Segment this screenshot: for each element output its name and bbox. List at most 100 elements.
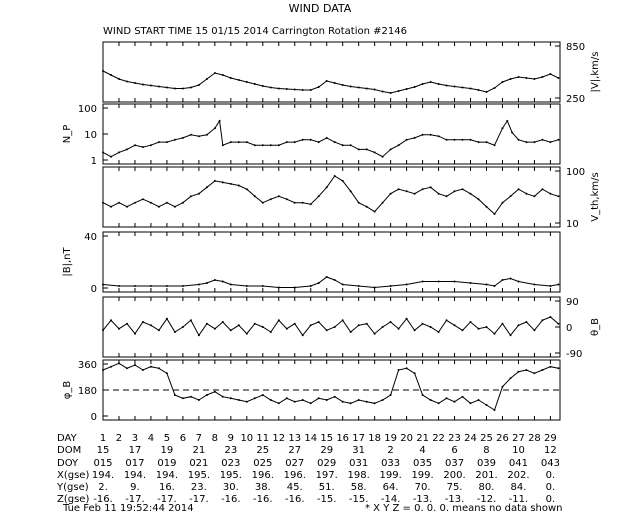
data-point (493, 87, 496, 89)
table-cell: 17 (129, 445, 142, 456)
data-point (381, 90, 384, 93)
table-cell: 17 (352, 433, 365, 444)
data-point (437, 402, 440, 405)
data-point (333, 395, 336, 398)
data-point (118, 362, 120, 365)
right-tick-label: -90 (566, 349, 582, 360)
data-point (197, 283, 200, 286)
left-tick-label: 10 (84, 130, 97, 141)
data-point (469, 402, 472, 405)
table-cell: 75. (447, 482, 463, 493)
data-point (557, 195, 560, 198)
table-cell: 201. (475, 470, 497, 481)
data-point (126, 367, 128, 370)
table-cell: 64. (383, 482, 399, 493)
data-point (485, 91, 488, 93)
data-point (349, 402, 352, 405)
data-point (557, 138, 560, 141)
data-point (381, 201, 384, 204)
data-point (397, 144, 400, 147)
data-point (453, 85, 456, 88)
table-cell: 26 (496, 433, 509, 444)
data-point (421, 83, 424, 85)
data-point (333, 141, 336, 144)
data-point (421, 188, 424, 191)
table-cell: 30. (223, 482, 239, 493)
data-point (469, 282, 472, 284)
table-cell: -15. (317, 494, 337, 505)
data-point (501, 127, 504, 130)
data-point (485, 141, 488, 144)
data-point (325, 80, 328, 82)
data-point (517, 280, 520, 283)
table-cell: 15 (320, 433, 333, 444)
data-point (493, 332, 496, 335)
left-tick-label: 1 (91, 156, 97, 167)
data-point (437, 135, 440, 138)
table-cell: 194. (92, 470, 114, 481)
data-point (213, 127, 216, 130)
data-point (189, 133, 192, 136)
data-point (445, 84, 448, 87)
table-cell: 27 (512, 433, 525, 444)
data-point (317, 282, 320, 284)
data-point (509, 78, 512, 80)
data-point (229, 182, 232, 185)
data-point (461, 329, 464, 332)
table-cell: 16. (159, 482, 175, 493)
data-point (485, 283, 488, 286)
data-point (453, 400, 456, 403)
data-point (277, 87, 280, 90)
data-point (541, 369, 544, 371)
data-point (181, 201, 184, 204)
table-cell: 194. (156, 470, 178, 481)
table-cell: 10 (512, 445, 525, 456)
data-point (549, 316, 552, 318)
data-point (181, 326, 184, 328)
table-cell: 015 (93, 458, 112, 469)
table-cell: 025 (253, 458, 272, 469)
table-cell: 28 (528, 433, 541, 444)
data-point (277, 319, 280, 322)
data-point (269, 399, 272, 401)
data-point (477, 141, 480, 144)
data-point (437, 192, 440, 195)
table-cell: 51. (319, 482, 335, 493)
data-point (197, 135, 200, 138)
data-point (445, 397, 448, 400)
data-point (389, 148, 392, 151)
table-cell: 023 (221, 458, 240, 469)
table-cell: 12 (544, 445, 557, 456)
data-point (309, 203, 312, 206)
table-cell: 15 (97, 445, 110, 456)
data-point (317, 321, 320, 323)
data-point (453, 138, 456, 141)
data-point (485, 326, 488, 328)
data-point (525, 192, 528, 195)
table-cell: 0. (546, 494, 556, 505)
data-point (229, 283, 232, 286)
table-cell: 58. (351, 482, 367, 493)
data-point (237, 79, 240, 81)
panel-b: 40 0 |B|,nT (62, 231, 561, 295)
data-point (301, 89, 304, 91)
table-cell: 19 (161, 445, 174, 456)
right-tick-label: 10 (566, 219, 579, 230)
right-tick-label: 250 (566, 94, 585, 105)
data-point (557, 283, 560, 286)
right-tick-label: 100 (566, 167, 585, 178)
table-cell: 196. (252, 470, 274, 481)
table-cell: 23 (224, 445, 237, 456)
table-cell: 027 (285, 458, 304, 469)
data-point (213, 390, 216, 393)
data-point (149, 144, 152, 147)
data-point (397, 188, 400, 191)
data-point (221, 321, 224, 323)
data-point (405, 317, 408, 320)
table-cell: 9. (130, 482, 140, 493)
table-cell: -13. (413, 494, 433, 505)
data-point (493, 409, 496, 411)
data-point (445, 138, 448, 141)
data-point (493, 285, 496, 287)
